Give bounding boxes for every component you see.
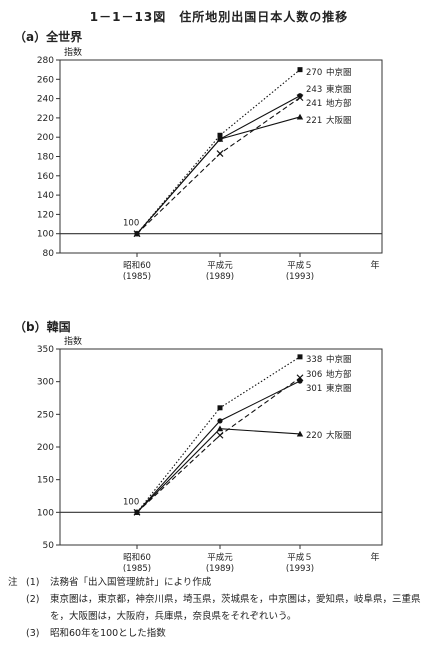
point-marker-cross (216, 431, 224, 439)
series-end-value: 243 (306, 85, 322, 95)
y-tick-label: 260 (37, 75, 54, 85)
x-tick-label: 平成５ (287, 260, 313, 271)
series-end-value: 301 (306, 384, 322, 394)
series-end-name: 地方部 (326, 98, 352, 109)
figure-title: 1－1－13図 住所地別出国日本人数の推移 (89, 10, 349, 24)
x-tick-label: 平成元 (207, 260, 233, 271)
series-end-value: 220 (306, 431, 322, 441)
start-value-label: 100 (123, 497, 139, 507)
series-line-square (136, 69, 301, 235)
series-end-value: 306 (306, 370, 322, 380)
series-line-circle (136, 95, 301, 235)
y-tick-label: 250 (37, 410, 54, 420)
note-text: 東京圏は，東京都，神奈川県，埼玉県，茨城県を，中京圏は，愛知県，岐阜県，三重県を… (50, 594, 421, 622)
y-tick-label: 160 (37, 172, 54, 182)
note-text: 法務省「出入国管理統計」により作成 (50, 577, 212, 588)
series-line-triangle (136, 428, 301, 513)
start-value-label: 100 (123, 219, 139, 229)
series-end-value: 241 (306, 99, 322, 109)
x-tick-label: 平成５ (287, 552, 313, 563)
point-marker-cross (296, 94, 304, 102)
point-marker-triangle (296, 430, 304, 437)
series-end-name: 大阪圏 (326, 430, 352, 441)
y-tick-label: 100 (37, 508, 54, 518)
point-marker-triangle (216, 425, 224, 432)
series-end-name: 東京圏 (326, 383, 352, 394)
note-number: (3) (26, 628, 40, 639)
x-tick-label: 平成元 (207, 552, 233, 563)
x-tick-label: (1989) (206, 272, 234, 282)
x-tick-label: (1985) (123, 272, 151, 282)
point-marker-circle (297, 378, 303, 384)
y-tick-label: 180 (37, 153, 54, 163)
y-tick-label: 200 (37, 443, 54, 453)
series-end-value: 338 (306, 355, 322, 365)
point-marker-square (217, 132, 223, 138)
series-end-value: 221 (306, 116, 322, 126)
note-item: (2) 東京圏は，東京都，神奈川県，埼玉県，茨城県を，中京圏は，愛知県，岐阜県，… (8, 591, 432, 625)
y-axis-label: 指数 (64, 46, 82, 58)
y-tick-label: 280 (37, 56, 54, 66)
x-tick-label: 昭和60 (123, 553, 151, 563)
x-tick-label: (1989) (206, 564, 234, 574)
point-marker-square (297, 354, 303, 360)
series-line-circle (136, 380, 301, 513)
point-marker-cross (216, 150, 224, 158)
x-axis-label: 年 (370, 551, 379, 563)
y-tick-label: 150 (37, 476, 54, 486)
note-number: (1) (26, 577, 40, 588)
y-tick-label: 100 (37, 230, 54, 240)
y-tick-label: 220 (37, 114, 54, 124)
x-tick-label: 昭和60 (123, 261, 151, 271)
notes: 注 (1) 法務省「出入国管理統計」により作成 (2) 東京圏は，東京都，神奈川… (8, 574, 432, 642)
y-tick-label: 240 (37, 95, 54, 105)
series-end-name: 地方部 (326, 369, 352, 380)
point-marker-triangle (133, 509, 141, 515)
x-tick-label: (1993) (286, 272, 314, 282)
series-line-cross (136, 97, 301, 235)
y-tick-label: 200 (37, 133, 54, 143)
series-end-name: 中京圏 (326, 354, 352, 365)
series-end-name: 中京圏 (326, 67, 352, 78)
note-number: (2) (26, 594, 40, 605)
y-tick-label: 120 (37, 210, 54, 220)
series-end-value: 270 (306, 68, 322, 78)
x-axis-label: 年 (370, 259, 379, 271)
panel-title-world: （a）全世界 (14, 30, 83, 44)
point-marker-triangle (133, 230, 141, 237)
series-end-name: 東京圏 (326, 84, 352, 95)
point-marker-square (297, 67, 303, 73)
y-tick-label: 300 (37, 378, 54, 388)
y-tick-label: 50 (43, 541, 55, 551)
chart-world: 指数 80 100 120 140 160 180 200 220 240 260 280 100 昭和6… (37, 46, 383, 282)
y-tick-label: 350 (37, 345, 54, 355)
x-tick-label: (1985) (123, 564, 151, 574)
note-text: 昭和60年を100とした指数 (50, 628, 166, 639)
note-item: 注 (1) 法務省「出入国管理統計」により作成 (8, 574, 432, 591)
series-line-cross (136, 377, 301, 513)
y-tick-label: 80 (43, 249, 55, 259)
point-marker-square (217, 405, 223, 411)
y-tick-label: 140 (37, 191, 54, 201)
y-axis-label: 指数 (64, 335, 82, 347)
note-item: (3) 昭和60年を100とした指数 (8, 625, 432, 642)
notes-head: 注 (8, 577, 18, 588)
chart-korea: 指数50100150200250300350100昭和60(1985)平成元(1… (37, 335, 383, 574)
point-marker-triangle (216, 135, 224, 142)
x-tick-label: (1993) (286, 564, 314, 574)
panel-title-korea: （b）韓国 (14, 320, 71, 334)
point-marker-circle (217, 418, 223, 424)
point-marker-triangle (296, 113, 304, 120)
series-end-name: 大阪圏 (326, 115, 352, 126)
